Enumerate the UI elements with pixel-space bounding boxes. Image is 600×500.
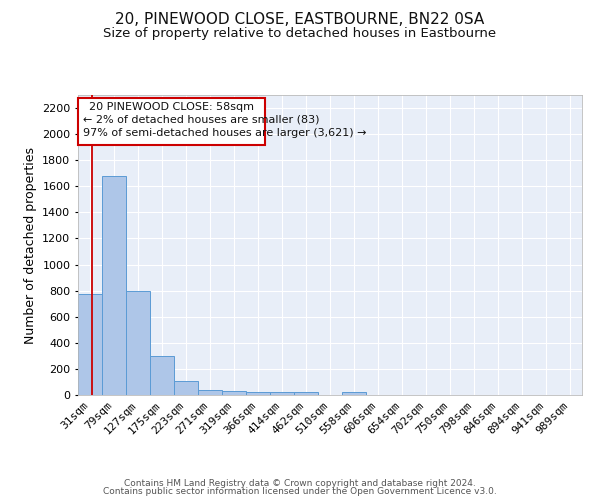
Text: Contains HM Land Registry data © Crown copyright and database right 2024.: Contains HM Land Registry data © Crown c… xyxy=(124,478,476,488)
Text: 20 PINEWOOD CLOSE: 58sqm: 20 PINEWOOD CLOSE: 58sqm xyxy=(89,102,254,112)
Text: Contains public sector information licensed under the Open Government Licence v3: Contains public sector information licen… xyxy=(103,487,497,496)
Text: 97% of semi-detached houses are larger (3,621) →: 97% of semi-detached houses are larger (… xyxy=(83,128,366,138)
Y-axis label: Number of detached properties: Number of detached properties xyxy=(23,146,37,344)
Text: Size of property relative to detached houses in Eastbourne: Size of property relative to detached ho… xyxy=(103,28,497,40)
Bar xyxy=(294,392,318,395)
Bar xyxy=(198,390,222,395)
Bar xyxy=(126,290,150,395)
Text: ← 2% of detached houses are smaller (83): ← 2% of detached houses are smaller (83) xyxy=(83,115,319,125)
Bar xyxy=(342,392,366,395)
Bar xyxy=(222,391,246,395)
Bar xyxy=(102,176,126,395)
Bar xyxy=(270,392,294,395)
Bar xyxy=(150,356,174,395)
Bar xyxy=(78,294,102,395)
Bar xyxy=(174,380,198,395)
Bar xyxy=(246,392,270,395)
FancyBboxPatch shape xyxy=(78,98,265,144)
Text: 20, PINEWOOD CLOSE, EASTBOURNE, BN22 0SA: 20, PINEWOOD CLOSE, EASTBOURNE, BN22 0SA xyxy=(115,12,485,28)
